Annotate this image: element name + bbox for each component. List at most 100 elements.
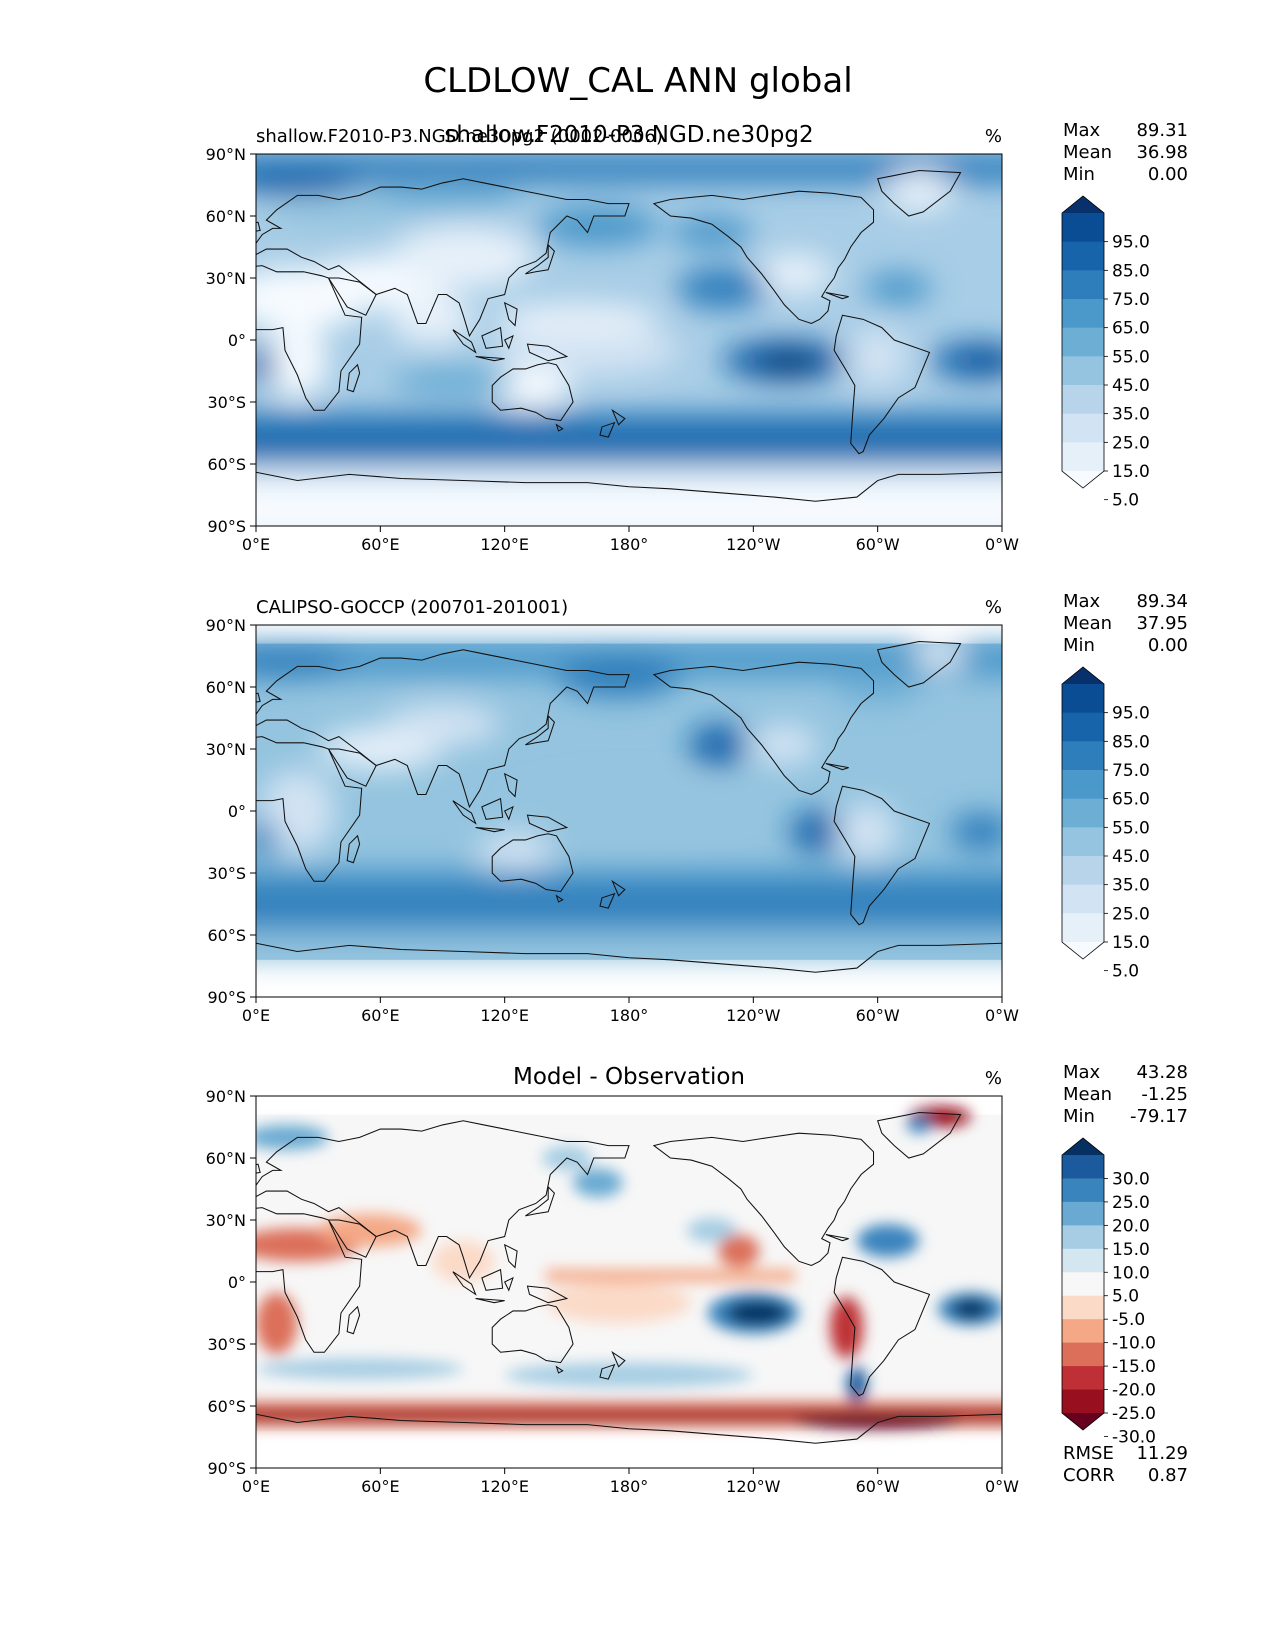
x-tick-label: 0°E [242, 1477, 270, 1496]
y-tick-label: 90°S [207, 517, 246, 536]
colorbar-label: 5.0 [1112, 491, 1139, 511]
y-tick-label: 90°N [206, 616, 246, 635]
colorbar-swatch [1062, 770, 1104, 800]
colorbar-label: -20.0 [1112, 1381, 1156, 1401]
colorbar-label: -5.0 [1112, 1310, 1145, 1330]
colorbar-label: 95.0 [1112, 704, 1150, 724]
colorbar-swatch [1062, 884, 1104, 914]
extra-stat-value: 0.87 [1148, 1465, 1188, 1486]
colorbar-swatch [1062, 299, 1104, 329]
x-tick-label: 60°E [361, 1477, 399, 1496]
colorbar-extend-bottom [1062, 1413, 1104, 1430]
colorbar-label: -25.0 [1112, 1404, 1156, 1424]
y-tick-label: 60°N [206, 207, 246, 226]
colorbar-swatch [1062, 1366, 1104, 1391]
y-tick-label: 60°N [206, 1149, 246, 1168]
panel-left-title: shallow.F2010-P3.NGD.ne30pg2 (0002-0006) [256, 126, 663, 147]
colorbar-label: 75.0 [1112, 761, 1150, 781]
annotations-layer: shallow.F2010-P3.NGD.ne30pg2 (0002-0006)… [256, 120, 1188, 1486]
y-tick-label: 30°S [207, 1335, 246, 1354]
colorbar-label: 45.0 [1112, 847, 1150, 867]
panel-title: shallow.F2010-P3.NGD.ne30pg2 [444, 122, 813, 148]
x-tick-label: 0°E [242, 535, 270, 554]
panel-reference [255, 624, 1003, 998]
colorbar-label: -15.0 [1112, 1357, 1156, 1377]
x-tick-label: 120°E [480, 1477, 529, 1496]
colorbar-swatch [1062, 1248, 1104, 1273]
x-tick-label: 0°E [242, 1006, 270, 1025]
map-field-reference [256, 625, 1002, 997]
y-tick-label: 60°S [207, 926, 246, 945]
colorbar-extend-bottom [1062, 471, 1104, 488]
stat-value: 0.00 [1148, 635, 1188, 656]
y-tick-label: 30°N [206, 1211, 246, 1230]
y-tick-label: 60°S [207, 455, 246, 474]
stat-label: Min [1063, 164, 1095, 185]
colorbar-label: 25.0 [1112, 1193, 1150, 1213]
y-tick-label: 0° [228, 802, 246, 821]
colorbar-extend-top [1062, 196, 1104, 213]
extra-stat-value: 11.29 [1136, 1443, 1188, 1464]
colorbar-label: 15.0 [1112, 462, 1150, 482]
panel-units: % [985, 597, 1002, 618]
x-tick-label: 120°E [480, 1006, 529, 1025]
y-tick-label: 90°N [206, 1087, 246, 1106]
panel-units: % [985, 1068, 1002, 1089]
colorbar-swatch [1062, 798, 1104, 828]
colorbar-swatch [1062, 413, 1104, 443]
colorbar-label: 10.0 [1112, 1263, 1150, 1283]
colorbar-label: 5.0 [1112, 1287, 1139, 1307]
colorbar-label: 35.0 [1112, 876, 1150, 896]
colorbar-swatch [1062, 1201, 1104, 1226]
colorbar-swatch [1062, 1155, 1104, 1179]
colorbar-label: 55.0 [1112, 347, 1150, 367]
extra-stat-label: CORR [1063, 1465, 1115, 1486]
x-tick-label: 60°W [856, 1477, 900, 1496]
panel-difference [255, 1095, 1003, 1469]
panel-title: Model - Observation [513, 1064, 745, 1090]
colorbar-extend-top [1062, 667, 1104, 684]
colorbar-swatch [1062, 1319, 1104, 1344]
colorbar-swatch [1062, 327, 1104, 357]
x-tick-label: 60°E [361, 1006, 399, 1025]
colorbar-swatch [1062, 356, 1104, 386]
colorbar-swatch [1062, 442, 1104, 472]
colorbar-label: 55.0 [1112, 818, 1150, 838]
stat-label: Mean [1063, 142, 1112, 163]
panel-units: % [985, 126, 1002, 147]
y-tick-label: 0° [228, 331, 246, 350]
colorbar-swatch [1062, 741, 1104, 771]
figure-title: CLDLOW_CAL ANN global [423, 61, 852, 101]
x-tick-label: 0°W [985, 1477, 1019, 1496]
colorbar-label: 30.0 [1112, 1169, 1150, 1189]
x-tick-label: 120°W [726, 1477, 781, 1496]
colorbar-swatch [1062, 1342, 1104, 1367]
stat-label: Min [1063, 1106, 1095, 1127]
colorbar-swatch [1062, 1272, 1104, 1297]
x-tick-label: 180° [610, 1477, 649, 1496]
colorbar-swatch [1062, 241, 1104, 271]
y-tick-label: 60°N [206, 678, 246, 697]
colorbar-label: 5.0 [1112, 962, 1139, 982]
colorbar-swatch [1062, 1295, 1104, 1320]
colorbar-label: 25.0 [1112, 904, 1150, 924]
y-tick-label: 90°S [207, 988, 246, 1007]
map-field-difference [256, 1096, 1002, 1468]
stat-value: 36.98 [1136, 142, 1188, 163]
colorbar-label: 15.0 [1112, 1240, 1150, 1260]
colorbar-label: -10.0 [1112, 1334, 1156, 1354]
stat-value: 37.95 [1136, 613, 1188, 634]
stat-value: -1.25 [1141, 1084, 1188, 1105]
stat-value: -79.17 [1130, 1106, 1188, 1127]
colorbar-label: 75.0 [1112, 290, 1150, 310]
stat-label: Max [1063, 591, 1101, 612]
colorbar-swatch [1062, 913, 1104, 943]
y-tick-label: 90°N [206, 145, 246, 164]
stat-label: Max [1063, 1062, 1101, 1083]
colorbar-label: 20.0 [1112, 1216, 1150, 1236]
colorbar-label: 85.0 [1112, 261, 1150, 281]
y-tick-label: 90°S [207, 1459, 246, 1478]
stat-label: Max [1063, 120, 1101, 141]
colorbar-swatch [1062, 856, 1104, 886]
y-tick-label: 30°S [207, 864, 246, 883]
